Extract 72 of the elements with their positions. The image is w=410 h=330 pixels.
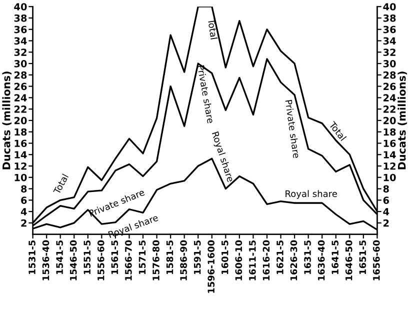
y2-tick-label: 12	[384, 162, 396, 170]
y-tick-label: 10	[14, 174, 27, 182]
x-tick-label: 1561-5	[111, 240, 118, 274]
y-tick-label: 12	[14, 162, 26, 170]
x-tick-label: 1571-5	[138, 240, 146, 274]
y-tick-label: 8	[21, 185, 27, 193]
y2-tick-label: 16	[384, 140, 396, 148]
x-tick-label: 1541-5	[56, 240, 63, 274]
x-tick-label: 1536-40	[42, 240, 50, 280]
y2-tick-label: 14	[384, 151, 396, 158]
annotation: Total	[208, 18, 218, 40]
y2-tick-label: 20	[384, 116, 396, 124]
x-tick-label: 1606-10	[235, 240, 242, 280]
y-tick-label: 6	[21, 196, 27, 204]
y-tick-label: 40	[14, 3, 27, 10]
x-tick-label: 1566-70	[125, 240, 132, 280]
x-tick-label: 1576-80	[152, 240, 160, 280]
y-tick-label: 28	[14, 71, 27, 79]
y2-tick-label: 6	[383, 196, 389, 204]
y2-tick-label: 4	[383, 208, 390, 216]
x-tick-label: 1651-5	[359, 240, 366, 274]
y2-tick-label: 28	[384, 71, 396, 79]
x-tick-label: 1616-20	[262, 240, 270, 280]
y-tick-label: 30	[14, 60, 27, 68]
x-tick-label: 1646-50	[345, 240, 352, 280]
y2-axis-title: Ducats (millions)	[398, 72, 407, 170]
y2-tick-label: 30	[383, 60, 396, 68]
x-tick-label: 1596-1600	[208, 240, 215, 293]
x-tick-label: 1626-30	[290, 240, 298, 280]
y-tick-label: 18	[14, 128, 27, 136]
x-tick-label: 1591-5	[194, 240, 201, 274]
y-tick-label: 38	[14, 14, 27, 22]
y2-tick-label: 22	[384, 106, 396, 113]
x-tick-label: 1601-5	[221, 240, 228, 274]
y2-tick-label: 26	[384, 82, 396, 90]
y-tick-label: 20	[14, 116, 27, 124]
y-tick-label: 14	[14, 151, 27, 158]
y-tick-label: 4	[20, 208, 27, 216]
y2-tick-label: 40	[383, 3, 396, 10]
x-tick-label: 1551-5	[84, 240, 91, 274]
y2-tick-label: 2	[384, 219, 389, 227]
x-tick-label: 1621-5	[276, 240, 284, 274]
y2-tick-label: 34	[383, 37, 396, 45]
x-tick-label: 1611-15	[249, 240, 256, 280]
x-tick-label: 1556-60	[97, 240, 104, 280]
y2-tick-label: 18	[384, 128, 396, 136]
x-tick-label: 1581-5	[166, 240, 174, 274]
y-tick-label: 16	[14, 140, 27, 148]
x-tick-label: 1546-50	[70, 240, 77, 280]
y-tick-label: 36	[14, 26, 27, 34]
annotation: Royal share	[286, 190, 337, 199]
x-tick-label: 1656-60	[372, 240, 380, 280]
y-tick-label: 24	[14, 94, 27, 102]
x-tick-label: 1631-5	[304, 240, 311, 274]
annotation: Private share	[285, 100, 300, 158]
y2-tick-label: 38	[383, 14, 396, 22]
x-tick-label: 1586-90	[180, 240, 187, 280]
y2-tick-label: 24	[384, 94, 396, 102]
y-axis-title: Ducats (millions)	[2, 72, 12, 170]
y-tick-label: 34	[14, 37, 27, 45]
annotation: Royal share	[210, 131, 234, 183]
y-tick-label: 22	[14, 106, 26, 113]
x-tick-label: 1636-40	[318, 240, 325, 280]
x-tick-label: 1641-5	[332, 240, 338, 274]
y-tick-label: 32	[14, 48, 26, 56]
y-tick-label: 2	[21, 219, 26, 227]
x-tick-label: 1531-5	[28, 240, 36, 274]
y2-tick-label: 36	[383, 26, 396, 34]
y2-tick-label: 10	[384, 174, 396, 182]
y-tick-label: 26	[14, 82, 27, 90]
y2-tick-label: 32	[383, 48, 396, 56]
y2-tick-label: 8	[383, 185, 389, 193]
